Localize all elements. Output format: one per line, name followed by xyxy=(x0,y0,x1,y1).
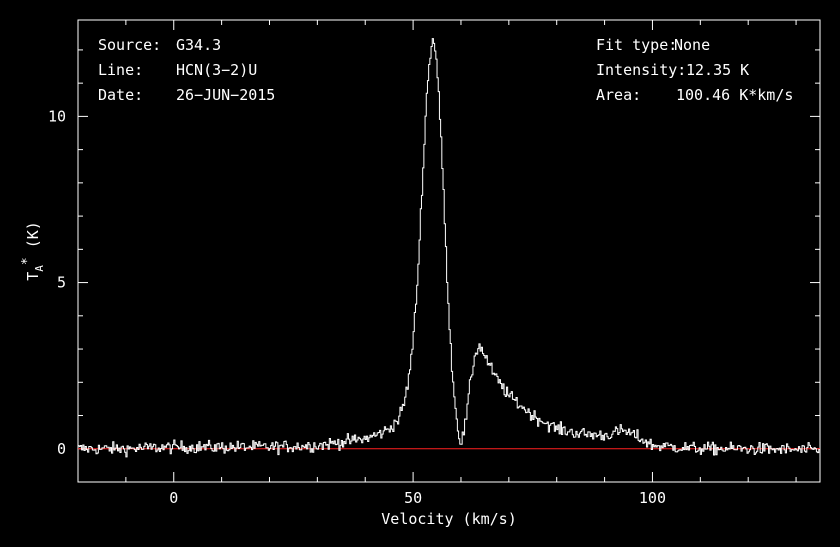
y-axis-label: TA* (K) xyxy=(20,221,46,281)
x-tick-label: 50 xyxy=(404,489,422,507)
line-value: HCN(3−2)U xyxy=(176,61,257,79)
fit-type-value: None xyxy=(674,36,710,54)
source-value: G34.3 xyxy=(176,36,221,54)
spectrum-trace xyxy=(78,38,820,458)
svg-text:TA* (K): TA* (K) xyxy=(20,221,46,281)
date-label: Date: xyxy=(98,86,143,104)
intensity-value: 12.35 K xyxy=(686,61,749,79)
line-label: Line: xyxy=(98,61,143,79)
x-axis-label: Velocity (km/s) xyxy=(381,510,516,528)
plot-frame xyxy=(77,19,821,483)
axis-tick-labels: 0 50 100 0 5 10 xyxy=(48,107,666,507)
y-tick-label: 0 xyxy=(57,440,66,458)
x-tick-label: 100 xyxy=(639,489,666,507)
intensity-label: Intensity: xyxy=(596,61,686,79)
area-label: Area: xyxy=(596,86,641,104)
axis-ticks xyxy=(77,20,820,483)
date-value: 26−JUN−2015 xyxy=(176,86,275,104)
area-value: 100.46 K*km/s xyxy=(676,86,793,104)
y-tick-label: 5 xyxy=(57,274,66,292)
fit-type-label: Fit type: xyxy=(596,36,677,54)
y-tick-label: 10 xyxy=(48,107,66,125)
x-tick-label: 0 xyxy=(169,489,178,507)
source-label: Source: xyxy=(98,36,161,54)
